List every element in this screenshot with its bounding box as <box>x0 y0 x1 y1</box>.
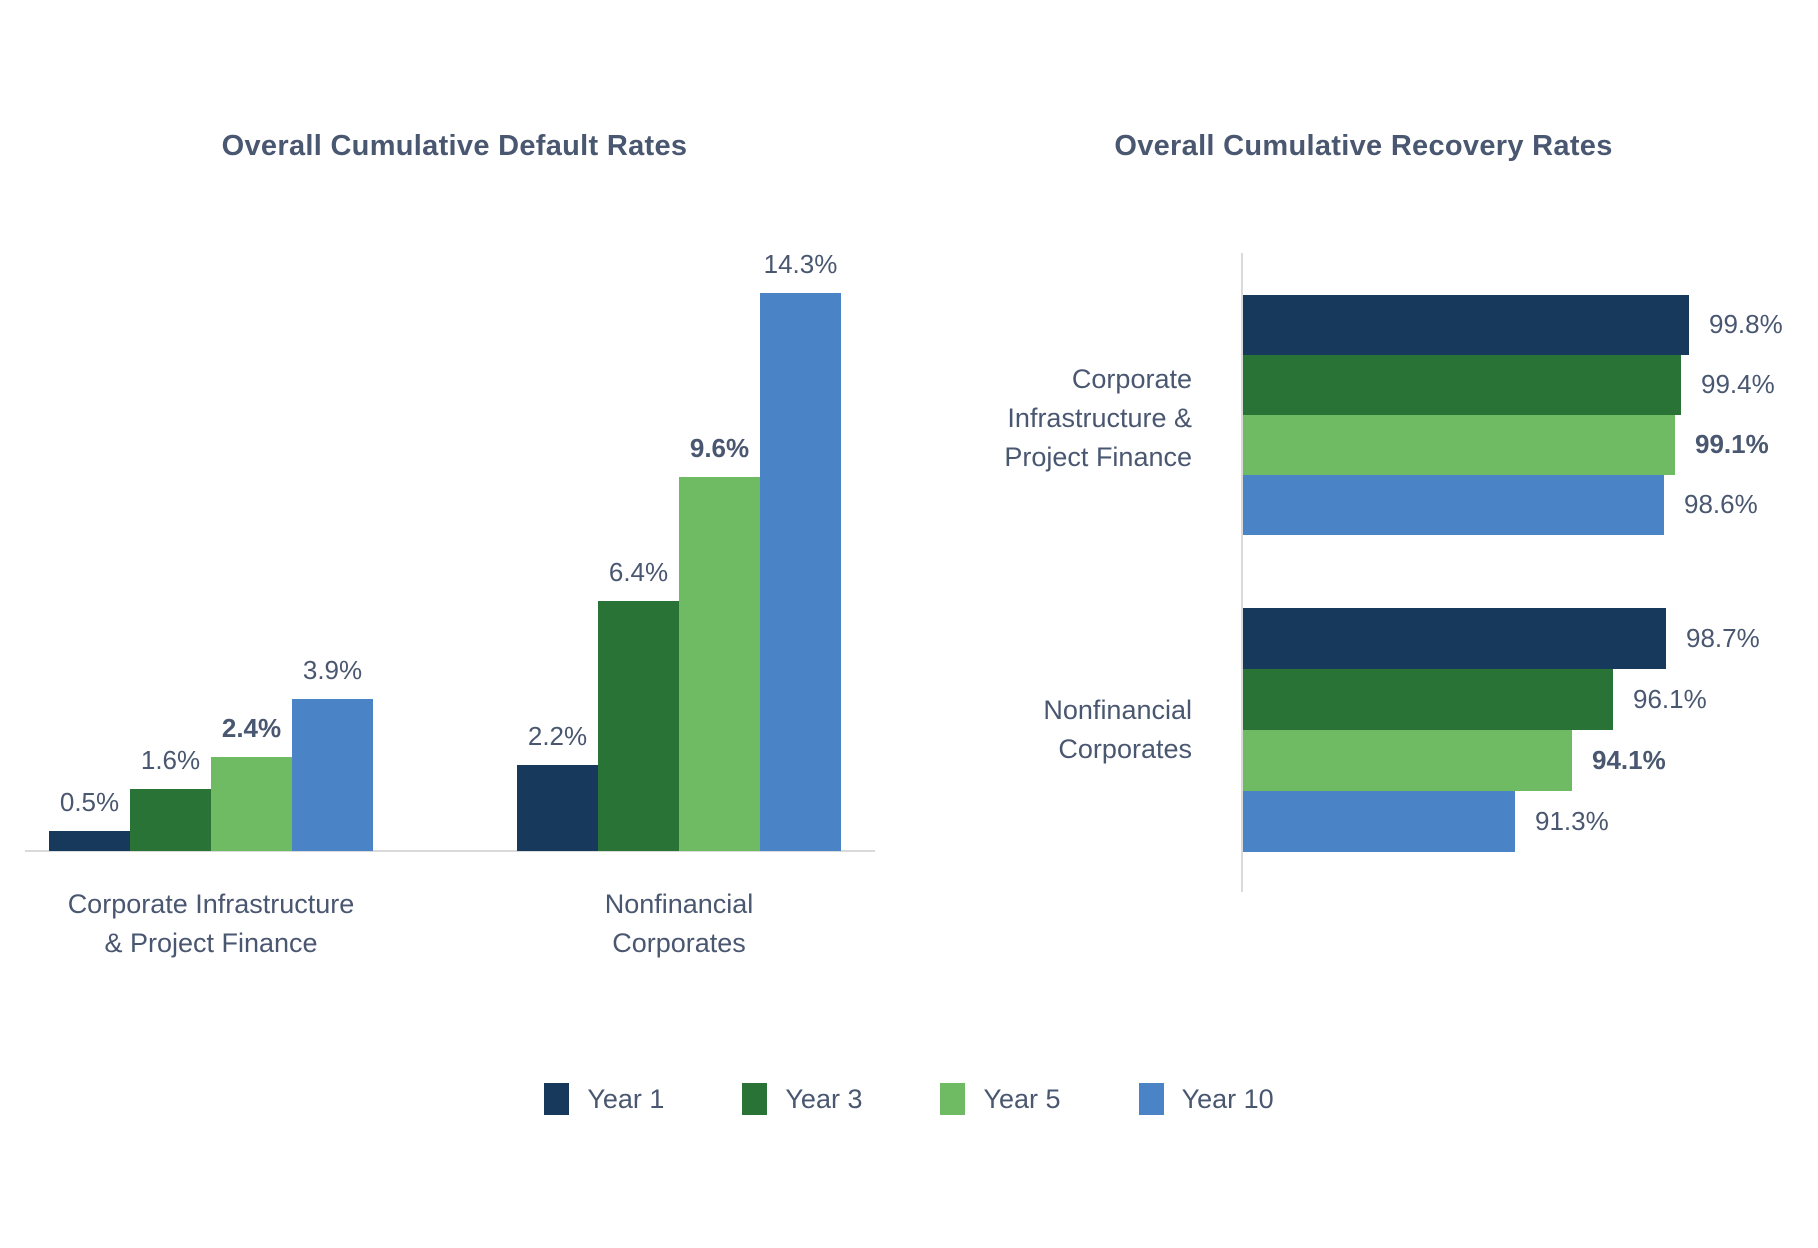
bar-recovery-corporate-infrastructure-project-finance-year-3 <box>1243 355 1681 415</box>
value-label-default-nonfinancial-corporates-year-10: 14.3% <box>763 249 838 279</box>
legend-swatch-year-5 <box>940 1083 966 1115</box>
bar-recovery-nonfinancial-corporates-year-3 <box>1243 669 1613 730</box>
bar-recovery-nonfinancial-corporates-year-1 <box>1243 608 1666 669</box>
bar-default-nonfinancial-corporates-year-5 <box>679 477 760 851</box>
legend-swatch-year-1 <box>544 1083 570 1115</box>
value-label-recovery-corporate-infrastructure-project-finance-year-1: 99.8% <box>1709 309 1783 339</box>
bar-default-corporate-infrastructure-project-finance-year-5 <box>211 757 292 851</box>
bar-default-corporate-infrastructure-project-finance-year-1 <box>49 831 130 851</box>
value-label-default-corporate-infrastructure-project-finance-year-1: 0.5% <box>59 787 120 817</box>
bar-default-corporate-infrastructure-project-finance-year-3 <box>130 789 211 851</box>
legend-label-year-10: Year 10 <box>1181 1083 1274 1114</box>
bar-recovery-nonfinancial-corporates-year-10 <box>1243 791 1515 852</box>
category-label-recovery-corporate-infrastructure-project-finance: Corporate Infrastructure & Project Finance <box>1004 363 1192 472</box>
legend-label-year-3: Year 3 <box>785 1083 863 1114</box>
legend-swatch-year-3 <box>742 1083 768 1115</box>
recovery-rates-title: Overall Cumulative Recovery Rates <box>1114 130 1613 163</box>
bar-recovery-nonfinancial-corporates-year-5 <box>1243 730 1572 791</box>
bar-default-nonfinancial-corporates-year-10 <box>760 293 841 851</box>
legend-item-year-3: Year 3 <box>742 1083 862 1115</box>
bar-default-nonfinancial-corporates-year-1 <box>517 765 598 851</box>
value-label-default-corporate-infrastructure-project-finance-year-10: 3.9% <box>302 655 363 685</box>
category-label-recovery-nonfinancial-corporates: Nonfinancial Corporates <box>1043 695 1192 764</box>
legend-item-year-1: Year 1 <box>544 1083 664 1115</box>
legend: Year 1 Year 3 Year 5 Year 10 <box>0 1083 1818 1115</box>
value-label-recovery-corporate-infrastructure-project-finance-year-3: 99.4% <box>1701 369 1775 399</box>
legend-item-year-10: Year 10 <box>1138 1083 1274 1115</box>
value-label-default-nonfinancial-corporates-year-1: 2.2% <box>527 721 588 751</box>
legend-label-year-1: Year 1 <box>587 1083 665 1114</box>
recovery-rates-axis <box>1241 253 1243 892</box>
category-label-default-corporate-infrastructure-project-finance: Corporate Infrastructure & Project Financ… <box>67 889 355 958</box>
legend-swatch-year-10 <box>1138 1083 1164 1115</box>
value-label-default-corporate-infrastructure-project-finance-year-3: 1.6% <box>140 745 201 775</box>
value-label-recovery-corporate-infrastructure-project-finance-year-10: 98.6% <box>1684 489 1758 519</box>
bar-recovery-corporate-infrastructure-project-finance-year-1 <box>1243 295 1689 355</box>
bar-recovery-corporate-infrastructure-project-finance-year-5 <box>1243 415 1675 475</box>
value-label-default-nonfinancial-corporates-year-5: 9.6% <box>689 433 750 463</box>
value-label-recovery-nonfinancial-corporates-year-3: 96.1% <box>1633 683 1707 714</box>
category-label-default-nonfinancial-corporates: Nonfinancial Corporates <box>604 889 754 958</box>
value-label-default-corporate-infrastructure-project-finance-year-5: 2.4% <box>221 713 282 743</box>
bar-default-nonfinancial-corporates-year-3 <box>598 601 679 851</box>
value-label-recovery-nonfinancial-corporates-year-1: 98.7% <box>1686 622 1760 653</box>
legend-label-year-5: Year 5 <box>983 1083 1061 1114</box>
bar-default-corporate-infrastructure-project-finance-year-10 <box>292 699 373 851</box>
value-label-recovery-nonfinancial-corporates-year-10: 91.3% <box>1535 805 1609 836</box>
value-label-recovery-nonfinancial-corporates-year-5: 94.1% <box>1592 744 1666 775</box>
default-rates-title: Overall Cumulative Default Rates <box>221 130 688 163</box>
bar-recovery-corporate-infrastructure-project-finance-year-10 <box>1243 475 1664 535</box>
value-label-recovery-corporate-infrastructure-project-finance-year-5: 99.1% <box>1695 429 1769 459</box>
value-label-default-nonfinancial-corporates-year-3: 6.4% <box>608 557 669 587</box>
default-rates-baseline-axis <box>25 850 875 852</box>
legend-item-year-5: Year 5 <box>940 1083 1061 1115</box>
